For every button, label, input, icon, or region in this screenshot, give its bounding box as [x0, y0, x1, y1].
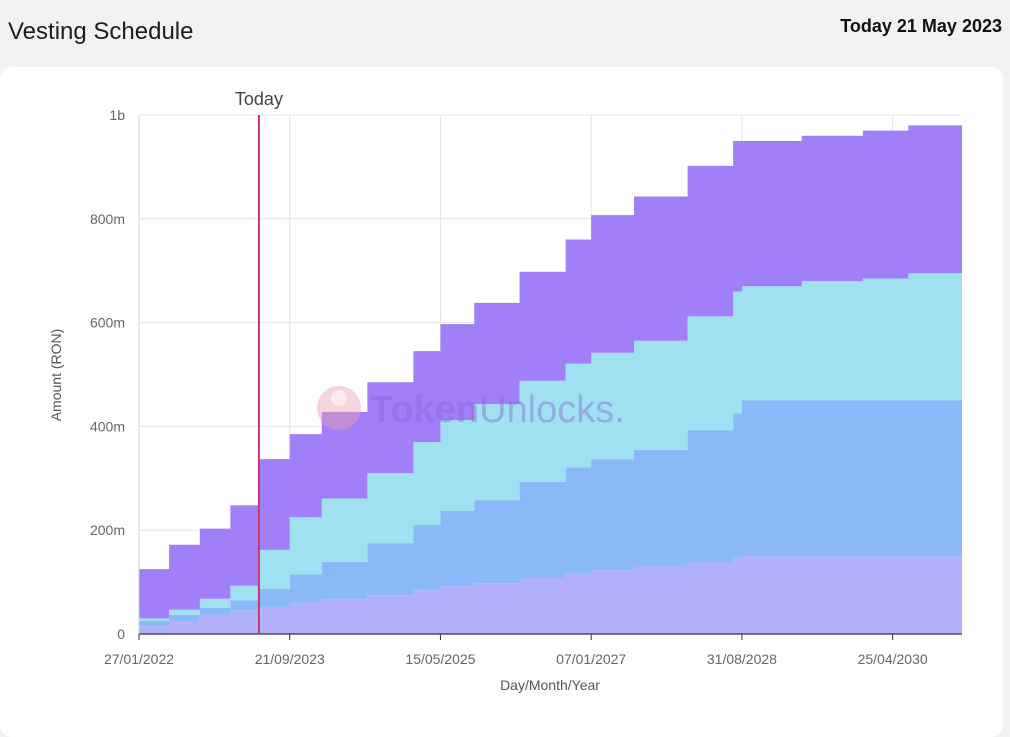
- x-tick-label: 31/08/2028: [707, 651, 777, 667]
- tokenunlocks-logo-icon-inner: [331, 390, 347, 406]
- tokenunlocks-logo-icon: [317, 386, 361, 430]
- watermark-brand-bold: Token: [370, 389, 479, 431]
- svg-text:TokenUnlocks.: TokenUnlocks.: [370, 389, 625, 431]
- y-tick-label: 600m: [90, 315, 125, 331]
- y-tick-label: 1b: [109, 107, 125, 123]
- x-tick-label: 15/05/2025: [405, 651, 475, 667]
- y-tick-label: 800m: [90, 211, 125, 227]
- x-tick-label: 25/04/2030: [858, 651, 928, 667]
- x-tick-label: 07/01/2027: [556, 651, 626, 667]
- watermark-brand-light: Unlocks.: [479, 389, 625, 431]
- y-tick-label: 0: [117, 626, 125, 642]
- today-marker: Today: [235, 89, 283, 634]
- x-tick-label: 27/01/2022: [104, 651, 174, 667]
- chart-axes: [138, 115, 962, 640]
- chart-ticks: 0 200m 400m 600m 800m 1b 27/01/2022 21/09/2023 1…: [90, 107, 928, 667]
- y-axis-title: Amount (RON): [48, 329, 64, 422]
- chart-areas: [139, 115, 962, 634]
- x-axis-title: Day/Month/Year: [500, 677, 600, 693]
- area-series-2: [139, 400, 962, 627]
- area-series-1: [139, 556, 962, 634]
- y-tick-label: 400m: [90, 418, 125, 434]
- y-tick-label: 200m: [90, 522, 125, 538]
- page-title: Vesting Schedule: [8, 18, 194, 45]
- x-tick-label: 21/09/2023: [255, 651, 325, 667]
- tokenunlocks-watermark: TokenUnlocks.: [317, 386, 625, 431]
- area-series-4: [139, 115, 962, 619]
- area-series-3: [139, 270, 962, 622]
- today-label: Today: [235, 89, 283, 109]
- today-date: Today 21 May 2023: [840, 16, 1002, 36]
